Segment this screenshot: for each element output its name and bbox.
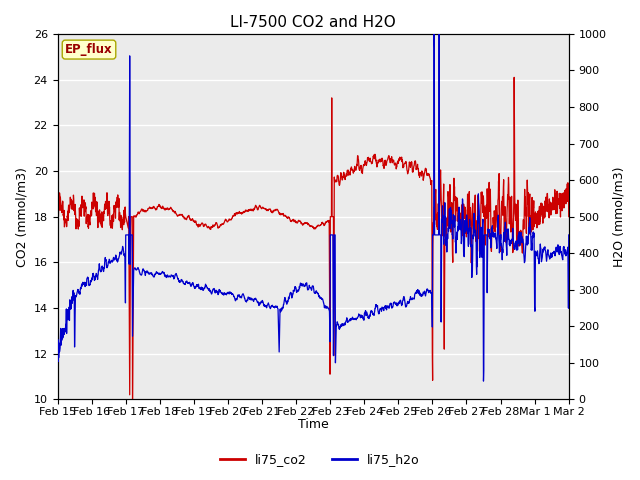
Y-axis label: H2O (mmol/m3): H2O (mmol/m3) xyxy=(612,167,625,267)
X-axis label: Time: Time xyxy=(298,419,328,432)
Title: LI-7500 CO2 and H2O: LI-7500 CO2 and H2O xyxy=(230,15,396,30)
Y-axis label: CO2 (mmol/m3): CO2 (mmol/m3) xyxy=(15,167,28,266)
Text: EP_flux: EP_flux xyxy=(65,43,113,56)
Legend: li75_co2, li75_h2o: li75_co2, li75_h2o xyxy=(215,448,425,471)
